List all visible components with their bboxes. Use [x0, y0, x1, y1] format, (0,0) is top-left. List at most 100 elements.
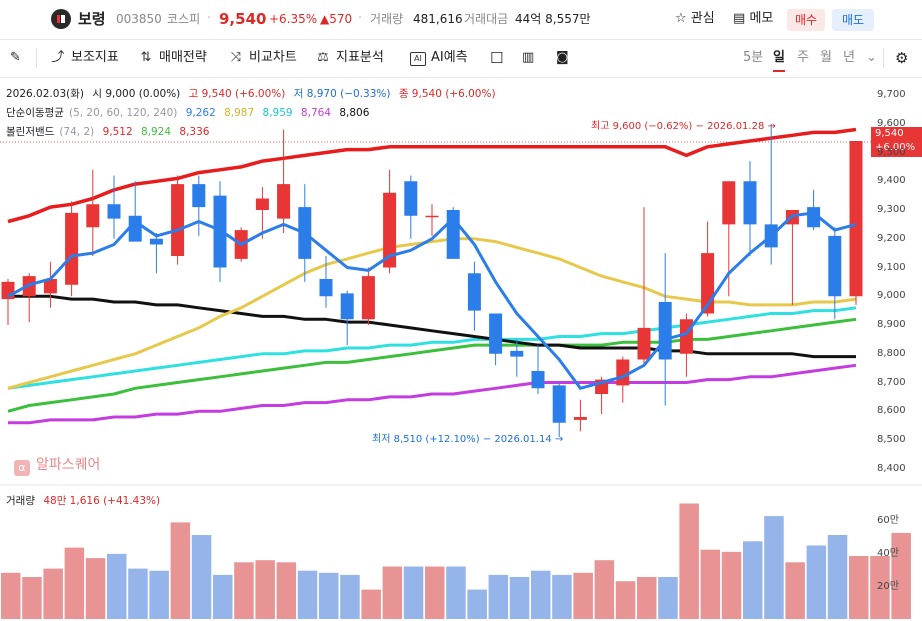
volume-bar	[721, 551, 742, 619]
volume-legend: 거래량 48만 1,616 (+41.43%)	[6, 495, 161, 507]
period-5min[interactable]: 5분	[743, 50, 764, 65]
volume-bar	[827, 535, 848, 619]
trade-value-label: 거래대금	[464, 12, 509, 26]
change-amount: ▲570	[320, 12, 353, 26]
stock-header: 보령 003850 코스피 · 9,540 +6.35% ▲570 · 거래량 …	[0, 0, 922, 40]
candle-body	[573, 417, 587, 420]
volume-bar	[573, 572, 593, 619]
price-tick-label: 9,400	[877, 175, 906, 187]
volume-tick-label: 60만	[877, 515, 899, 526]
period-month[interactable]: 월	[820, 50, 832, 65]
square-icon[interactable]: ☐	[490, 49, 504, 67]
volume-bar	[594, 560, 615, 619]
volume-bar	[107, 553, 127, 619]
candle-body	[722, 181, 736, 225]
volume-bar	[128, 568, 148, 619]
volume-bar	[743, 541, 763, 619]
volume-bar	[149, 570, 169, 619]
toolbar-divider	[36, 48, 37, 68]
volume-bar	[446, 566, 466, 619]
period-year[interactable]: 년	[843, 50, 855, 65]
ma20-line	[7, 237, 857, 390]
ai-icon: AI	[410, 52, 426, 66]
volume-bar	[700, 549, 721, 619]
volume-bar	[319, 572, 339, 619]
sell-button[interactable]: 매도	[832, 9, 874, 31]
price-tick-label: 8,600	[877, 405, 906, 417]
price-tick-label: 9,000	[877, 290, 906, 302]
candle-body	[743, 181, 757, 225]
candle-body	[107, 204, 121, 219]
buy-button[interactable]: 매수	[787, 9, 825, 31]
candle-body	[616, 359, 630, 386]
candle-icon[interactable]: ▥	[522, 50, 535, 65]
price-tick-label: 9,500	[877, 146, 906, 158]
volume-bar	[658, 577, 678, 619]
volume-bar	[679, 503, 699, 619]
analysis-button[interactable]: ⚖ 지표분석	[315, 49, 384, 67]
chevron-down-icon[interactable]: ⌄	[866, 50, 877, 65]
price-tick-label: 8,400	[877, 462, 906, 474]
candle-body	[1, 281, 15, 300]
watch-button[interactable]: ☆ 관심	[675, 11, 715, 26]
market-name: 코스피	[167, 12, 201, 26]
candle-body	[404, 181, 418, 216]
candle-body	[361, 276, 375, 320]
volume-bar	[234, 562, 254, 619]
period-day[interactable]: 일	[773, 49, 785, 72]
analysis-icon: ⚖	[317, 50, 329, 65]
candle-body	[679, 319, 693, 354]
change-percent: +6.35%	[269, 12, 318, 26]
volume-bar	[509, 577, 530, 619]
camera-icon[interactable]: ◙	[556, 50, 569, 65]
ma60-line	[7, 306, 857, 390]
candle-body	[171, 184, 185, 256]
price-tick-label: 8,700	[877, 376, 906, 388]
memo-icon: ▤	[733, 11, 746, 26]
gear-icon[interactable]: ⚙	[895, 49, 909, 67]
ma-legend: 단순이동평균 (5, 20, 60, 120, 240) 9,262 8,987 …	[6, 107, 370, 119]
candle-body	[489, 313, 503, 354]
compare-button[interactable]: ⤨ 비교차트	[228, 49, 297, 67]
volume-bar	[85, 558, 106, 619]
volume-bar	[552, 574, 572, 619]
candle-body	[65, 212, 79, 285]
volume-bar	[425, 566, 445, 619]
ma240-line	[8, 363, 857, 425]
volume-bar	[806, 545, 827, 619]
candle-body	[828, 235, 842, 297]
price-tick-label: 9,700	[877, 89, 906, 100]
volume-bar	[297, 570, 318, 619]
candle-body	[637, 327, 651, 360]
candle-body	[86, 204, 100, 228]
volume-bar	[488, 574, 509, 619]
volume-bar	[849, 556, 869, 619]
candle-body	[43, 279, 57, 294]
volume-value: 481,616	[413, 12, 463, 26]
volume-bar	[467, 589, 487, 619]
candle-body	[319, 279, 333, 297]
volume-bar	[785, 562, 805, 619]
ohlc-legend: 2026.02.03(화) 시 9,000 (0.00%) 고 9,540 (+…	[6, 88, 496, 100]
stock-code: 003850	[116, 12, 162, 26]
candle-body	[510, 350, 524, 357]
sort-icon: ⇅	[140, 50, 152, 65]
period-week[interactable]: 주	[797, 50, 809, 65]
memo-button[interactable]: ▤ 메모	[733, 11, 774, 26]
volume-bar	[531, 570, 551, 619]
alpha-logo-icon: α	[14, 460, 30, 476]
draw-pencil-icon[interactable]: ✎	[10, 50, 21, 65]
price-tick-label: 8,800	[877, 347, 906, 359]
volume-bar	[637, 577, 657, 619]
indicator-button[interactable]: ⤴ 보조지표	[51, 50, 119, 65]
price-tick-label: 9,600	[877, 117, 906, 129]
candle-body	[467, 273, 481, 311]
strategy-button[interactable]: ⇅ 매매전략	[138, 49, 207, 67]
candle-body	[383, 192, 397, 268]
volume-bar	[22, 577, 42, 619]
price-tick-label: 9,300	[877, 204, 906, 215]
candle-body	[255, 198, 269, 210]
trade-value: 44억 8,557만	[515, 12, 591, 26]
ai-predict-button[interactable]: AI AI예측	[410, 49, 468, 67]
